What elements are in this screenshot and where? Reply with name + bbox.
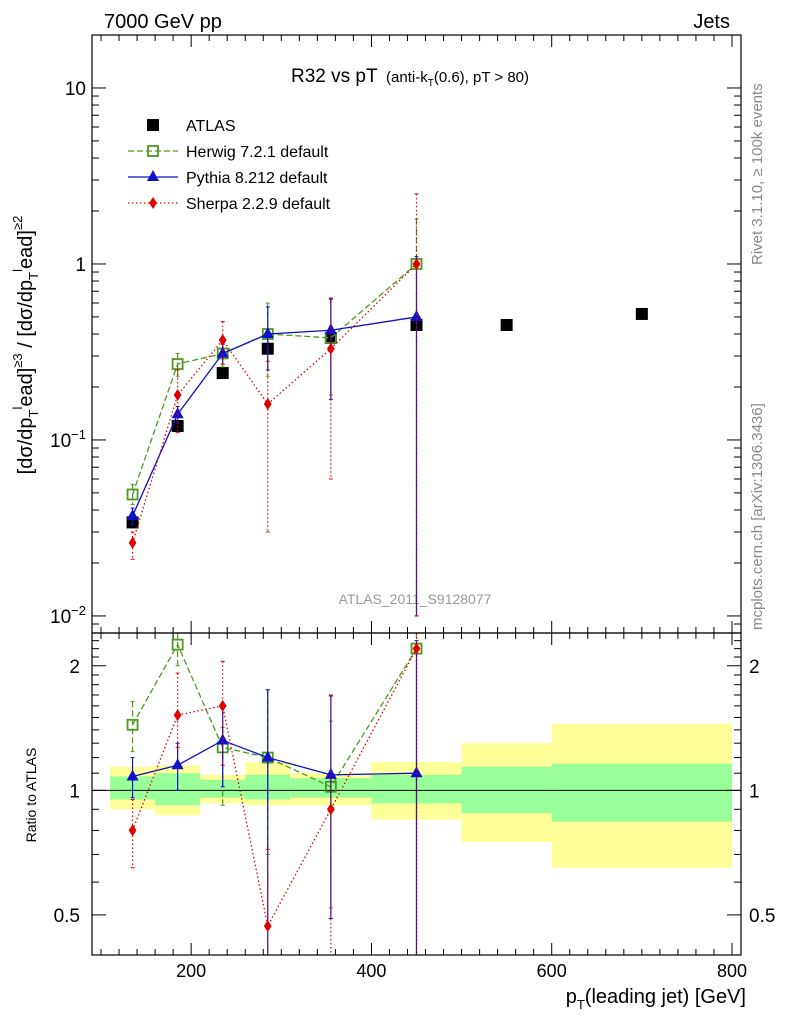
pythia-line (131, 316, 417, 517)
stat-uncertainty-band (551, 763, 732, 822)
pythia-point (261, 327, 274, 338)
sherpa-ratio-point (173, 709, 182, 722)
herwig-point (126, 488, 139, 501)
sherpa-line (131, 263, 417, 544)
ratio-uncertainty-bands (110, 723, 732, 868)
legend-marker (147, 145, 159, 157)
sherpa-point (412, 257, 421, 270)
pythia-ratio-line (132, 739, 417, 778)
sherpa-ratio-point (218, 699, 227, 712)
atlas-point (500, 318, 513, 331)
pythia-point (171, 407, 184, 419)
sherpa-ratio-point (326, 803, 335, 816)
mcplots-label: mcplots.cern.ch [arXiv:1306.3436] (749, 403, 766, 630)
herwig-point (171, 358, 184, 370)
x-tick-label: 600 (537, 961, 567, 981)
sherpa-ratio-point (263, 920, 272, 933)
legend-marker (147, 170, 159, 181)
stat-uncertainty-band (200, 779, 246, 798)
y-tick-label: 1 (75, 255, 86, 276)
x-axis-label: pT(leading jet) [GeV] (566, 986, 746, 1012)
rivet-label: Rivet 3.1.10, ≥ 100k events (749, 83, 766, 265)
pythia-ratio-point (171, 758, 184, 770)
ratio-y-tick-label: 2 (69, 657, 80, 678)
chart-title: R32 vs pT (anti-kT(0.6), pT > 80) (291, 66, 529, 89)
ratio-y-axis-label: Ratio to ATLAS (23, 748, 39, 843)
herwig-line (131, 263, 417, 495)
sherpa-point (263, 398, 272, 411)
sherpa-point (326, 342, 335, 355)
y-tick-label: 10 (65, 79, 86, 100)
y-axis-label: [dσ/dpTlead]≥3 / [dσ/dpTlead]≥2 (10, 216, 41, 475)
sherpa-point (128, 536, 137, 549)
x-tick-label: 800 (717, 961, 747, 981)
x-tick-label: 400 (356, 961, 386, 981)
sherpa-ratio-point (412, 642, 421, 655)
sherpa-point (218, 333, 227, 346)
herwig-ratio-point (126, 718, 139, 731)
herwig-ratio-line (131, 643, 418, 788)
header-right: Jets (693, 11, 730, 33)
data-series (126, 193, 648, 956)
atlas-point (635, 307, 648, 320)
header-left: 7000 GeV pp (104, 11, 222, 33)
pythia-point (126, 508, 139, 520)
x-tick-label: 200 (176, 961, 206, 981)
atlas-series (126, 307, 648, 529)
pythia-ratio-point (126, 769, 139, 781)
atlas-point (216, 367, 229, 380)
sherpa-ratio-point (128, 824, 137, 837)
watermark: ATLAS_2011_S9128077 (339, 591, 492, 607)
ratio-y-tick-label: 0.5 (54, 906, 80, 927)
pythia-ratio-point (410, 766, 423, 778)
ratio-y-tick-label-right: 1 (749, 781, 760, 802)
pythia-point (410, 309, 423, 321)
pythia-ratio-point (324, 767, 337, 779)
sherpa-point (173, 389, 182, 402)
legend: ATLAS Herwig 7.2.1 default Pythia 8.212 de… (128, 118, 331, 213)
pythia-point (216, 346, 229, 358)
pythia-ratio-point (216, 733, 229, 745)
axes: 200 400 600 800 10−2 10−1 1 10 0.5 0.5 1 1 2 2 (50, 34, 775, 981)
legend-label: Sherpa 2.2.9 default (186, 196, 331, 213)
legend-marker (149, 197, 157, 209)
legend-marker (147, 119, 159, 131)
ratio-y-tick-label: 1 (69, 781, 80, 802)
herwig-series (126, 218, 423, 956)
legend-label: Herwig 7.2.1 default (186, 144, 329, 161)
pythia-ratio-point (261, 750, 274, 762)
y-tick-label: 10−1 (50, 427, 86, 452)
ratio-y-tick-label-right: 0.5 (749, 906, 775, 927)
sherpa-series (128, 193, 421, 956)
herwig-ratio-point (171, 638, 184, 651)
ratio-panel-frame (91, 632, 742, 956)
legend-label: ATLAS (186, 118, 236, 135)
legend-label: Pythia 8.212 default (186, 170, 328, 187)
ratio-y-tick-label-right: 2 (749, 657, 760, 678)
y-tick-label: 10−2 (50, 603, 86, 628)
